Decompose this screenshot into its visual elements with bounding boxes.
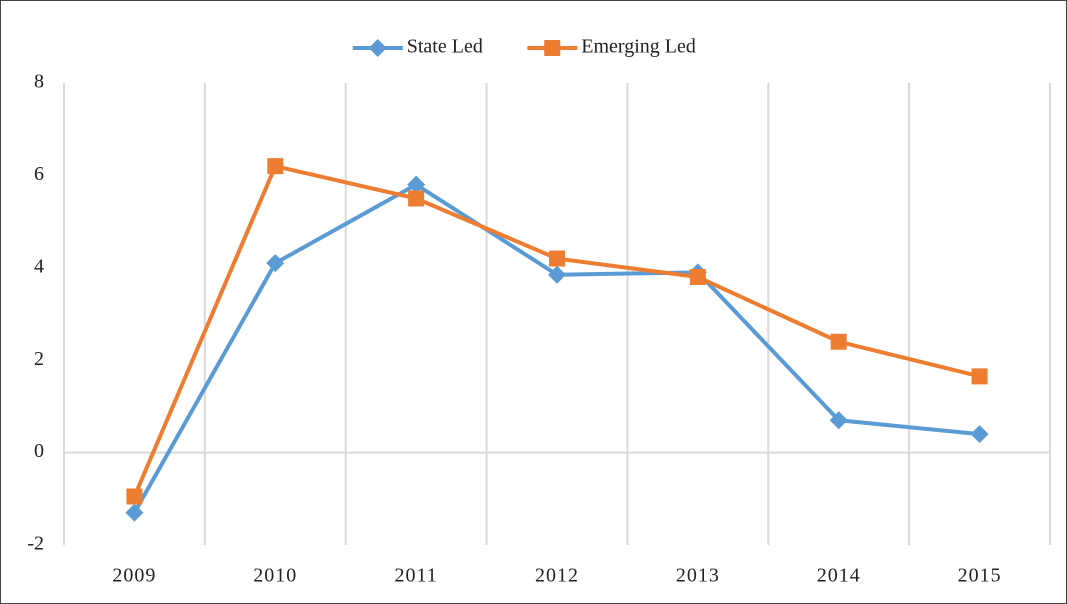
x-tick-label: 2011	[395, 565, 438, 587]
x-tick-label: 2015	[958, 565, 1002, 587]
y-tick-label: 6	[34, 163, 44, 185]
y-tick-label: 2	[34, 348, 44, 370]
legend-label: State Led	[407, 36, 483, 58]
x-tick-label: 2013	[676, 565, 720, 587]
y-tick-label: 0	[34, 440, 44, 462]
y-tick-label: -2	[27, 533, 44, 555]
legend-label: Emerging Led	[581, 36, 696, 58]
x-tick-label: 2014	[817, 565, 861, 587]
x-tick-label: 2009	[112, 565, 156, 587]
point-marker	[125, 503, 144, 522]
point-marker	[408, 190, 425, 207]
x-tick-label: 2012	[535, 565, 579, 587]
x-tick-label: 2010	[253, 565, 297, 587]
legend-marker	[368, 39, 387, 57]
legend-marker	[544, 40, 561, 56]
point-marker	[548, 265, 566, 284]
y-tick-label: 4	[34, 255, 44, 277]
point-marker	[970, 425, 989, 444]
point-marker	[267, 158, 284, 175]
point-marker	[971, 368, 988, 385]
point-marker	[549, 250, 565, 267]
point-marker	[830, 333, 847, 350]
point-marker	[266, 254, 285, 273]
point-marker	[407, 175, 426, 194]
y-tick-label: 8	[34, 71, 44, 93]
point-marker	[829, 411, 848, 430]
point-marker	[126, 488, 143, 505]
point-marker	[689, 269, 706, 286]
